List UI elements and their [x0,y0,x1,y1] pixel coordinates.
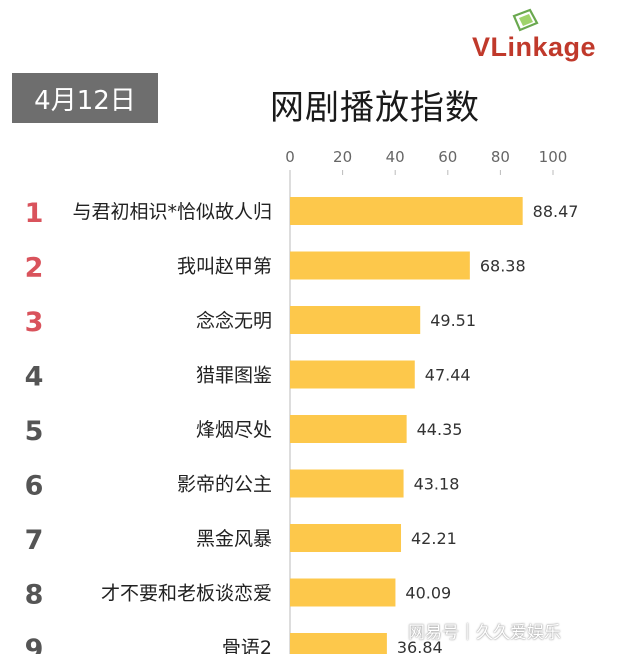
category-label-8: 才不要和老板谈恋爱 [101,583,272,605]
rank-label-3: 3 [25,307,44,338]
bar-4 [290,360,415,389]
logo-mark-icon [512,8,539,32]
x-tick-label-5: 100 [539,148,568,166]
category-label-5: 烽烟尽处 [196,419,272,441]
category-label-9: 骨语2 [222,637,272,654]
x-tick-label-0: 0 [285,148,295,166]
rank-label-6: 6 [25,471,44,502]
category-label-2: 我叫赵甲第 [177,256,272,278]
value-label-3: 49.51 [430,311,476,330]
date-badge: 4月12日 [12,73,158,123]
category-label-6: 影帝的公主 [177,474,272,496]
value-label-9: 36.84 [397,638,443,654]
value-label-7: 42.21 [411,529,457,548]
category-label-7: 黑金风暴 [196,528,272,550]
bar-9 [290,633,387,654]
bar-3 [290,306,421,334]
watermark: 网易号｜久久爱娱乐 [408,623,561,643]
bar-5 [290,415,407,443]
value-label-2: 68.38 [480,257,526,276]
bar-chart: 0 20 40 60 80 100 88.47 与君初相识*恰似故人归 1 68.38 我叫赵甲第 2… [25,148,579,654]
bar-2 [290,251,470,280]
x-tick-label-3: 60 [438,148,457,166]
category-label-3: 念念无明 [196,309,272,332]
bar-7 [290,524,402,552]
bar-1 [290,197,523,225]
rank-label-4: 4 [25,362,44,393]
x-tick-label-4: 80 [491,148,510,166]
x-tick-label-1: 20 [333,148,352,166]
rank-label-7: 7 [25,525,44,556]
vlinkage-logo: VLinkage [472,8,632,66]
rank-label-9: 9 [25,634,44,654]
rank-label-2: 2 [25,253,44,284]
category-label-1: 与君初相识*恰似故人归 [72,201,272,223]
bar-6 [290,469,404,498]
value-label-6: 43.18 [414,475,460,494]
value-label-5: 44.35 [417,420,463,439]
rank-label-8: 8 [25,580,44,611]
value-label-1: 88.47 [533,202,579,221]
bar-8 [290,578,396,607]
logo-text: VLinkage [472,32,597,62]
value-label-4: 47.44 [425,366,471,385]
rank-label-1: 1 [25,198,44,229]
chart-title: 网剧播放指数 [270,88,480,128]
x-tick-label-2: 40 [386,148,405,166]
category-label-4: 猎罪图鉴 [196,365,272,387]
rank-label-5: 5 [25,416,44,447]
value-label-8: 40.09 [405,584,451,603]
